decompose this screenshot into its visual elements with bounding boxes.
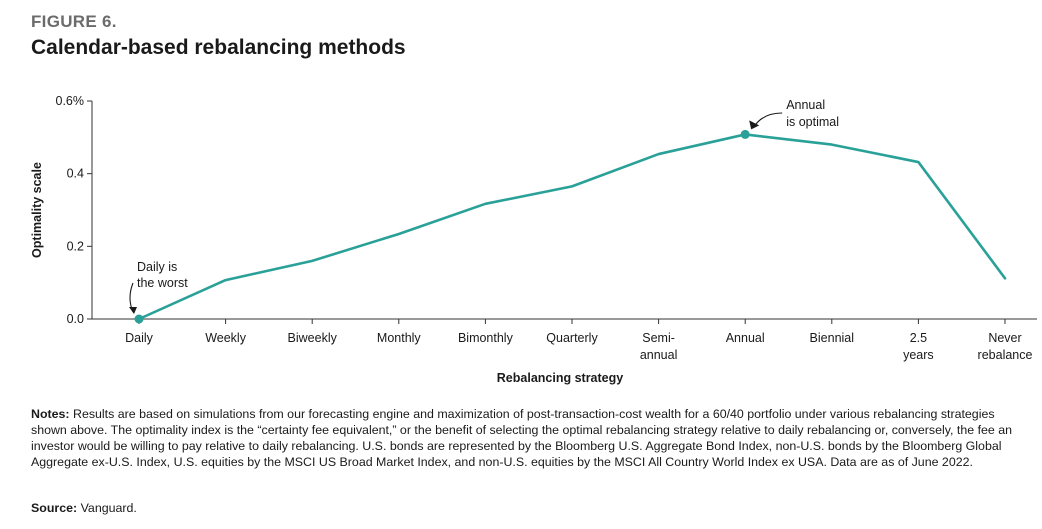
- series-line: [137, 133, 1007, 321]
- figure-label: FIGURE 6.: [31, 12, 117, 31]
- x-tick-label: Bimonthly: [458, 331, 514, 345]
- annotation-annual: Annual is optimal: [786, 98, 839, 129]
- x-tick-label: Monthly: [377, 331, 422, 345]
- notes-label: Notes:: [31, 407, 70, 421]
- x-axis-title: Rebalancing strategy: [497, 371, 623, 385]
- x-tick-label: Weekly: [205, 331, 247, 345]
- x-tick-label: Annual: [726, 331, 765, 345]
- x-tick-label: Semi-annual: [640, 331, 678, 362]
- source-label: Source:: [31, 501, 78, 515]
- annotation-arrowhead-daily: [129, 307, 137, 314]
- annotation-arrowhead-annual: [749, 120, 760, 130]
- y-tick-label: 0.4: [67, 167, 84, 181]
- source: Source: Vanguard.: [31, 501, 137, 515]
- y-tick-label: 0.2: [67, 239, 84, 253]
- source-text: Vanguard.: [77, 501, 137, 515]
- chart-title: Calendar-based rebalancing methods: [31, 36, 406, 59]
- y-tick-label: 0.0: [67, 312, 84, 326]
- line-chart: 0.0 0.2 0.4 0.6% Optimality scale Daily Weekly…: [30, 94, 1037, 385]
- annotation-daily: Daily is the worst: [137, 260, 188, 290]
- x-tick-label: Daily: [125, 331, 154, 345]
- notes-text: Results are based on simulations from ou…: [31, 407, 1013, 469]
- x-tick-label: Biweekly: [288, 331, 338, 345]
- data-point: [134, 314, 144, 324]
- x-tick-label: Quarterly: [546, 331, 598, 345]
- x-tick-label: 2.5 years: [903, 331, 934, 362]
- data-point: [740, 129, 750, 139]
- x-tick-label: Biennial: [810, 331, 854, 345]
- notes: Notes: Results are based on simulations …: [31, 406, 1031, 470]
- y-axis-title: Optimality scale: [30, 162, 44, 258]
- x-tick-label: Never rebalance: [978, 331, 1033, 362]
- annotation-arrow-annual: [753, 112, 783, 127]
- y-tick-label: 0.6%: [56, 94, 85, 108]
